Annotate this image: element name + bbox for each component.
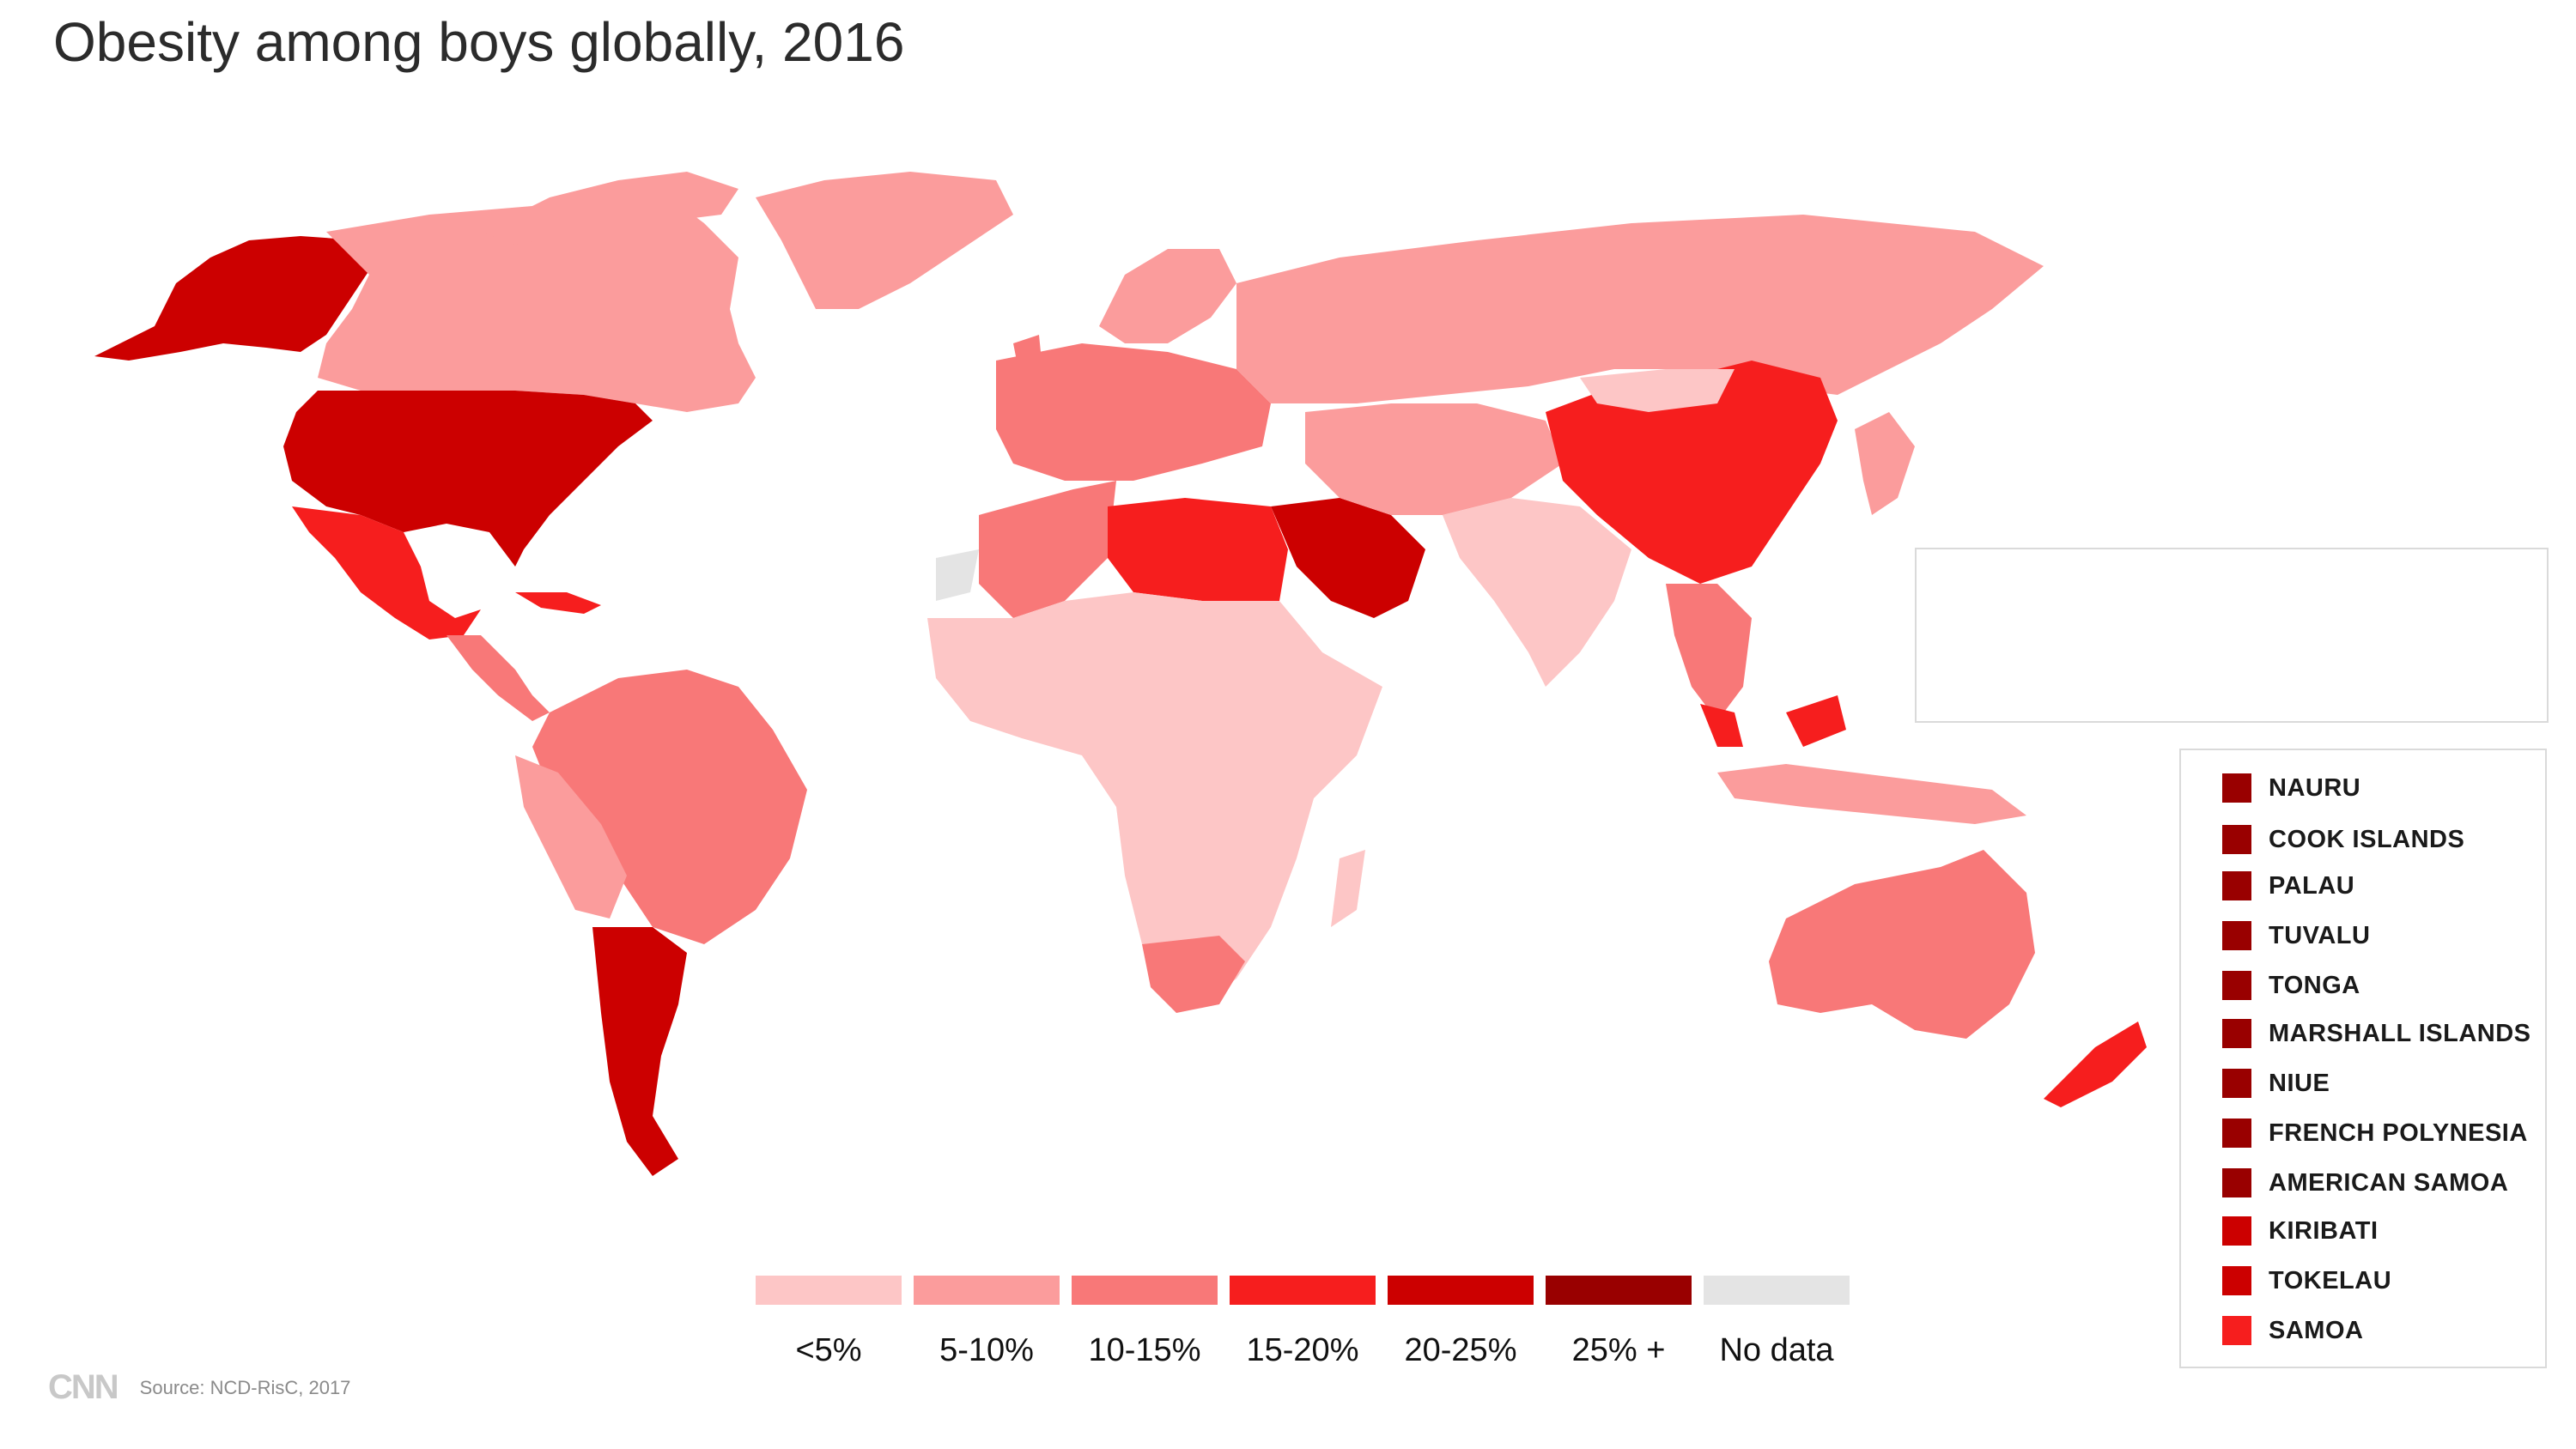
region-mexico	[292, 506, 481, 640]
color-scale-legend: <5% 5-10% 10-15% 15-20% 20-25% 25% + No …	[756, 1276, 1855, 1379]
island-item: FRENCH POLYNESIA	[2222, 1116, 2528, 1150]
legend-label: No data	[1719, 1332, 1834, 1368]
island-item: TUVALU	[2222, 919, 2370, 953]
region-south-america-north	[532, 670, 807, 944]
region-indonesia	[1717, 764, 2026, 824]
island-swatch	[2222, 773, 2251, 803]
island-item: NAURU	[2222, 771, 2360, 805]
legend-swatch	[1704, 1276, 1850, 1305]
pacific-inset-frame	[1915, 548, 2549, 723]
region-australia	[1769, 850, 2035, 1039]
region-scandinavia	[1099, 249, 1236, 343]
region-greenland	[756, 172, 1013, 309]
island-item: TOKELAU	[2222, 1264, 2391, 1298]
island-swatch	[2222, 921, 2251, 950]
legend-label: 20-25%	[1404, 1332, 1517, 1368]
region-alaska	[94, 236, 378, 361]
legend-swatch	[756, 1276, 902, 1305]
island-swatch	[2222, 971, 2251, 1000]
region-arabia	[1271, 498, 1425, 618]
region-south-asia	[1443, 498, 1631, 687]
region-andes	[515, 755, 627, 919]
island-name: AMERICAN SAMOA	[2269, 1168, 2509, 1197]
cnn-logo: CNN	[48, 1368, 119, 1406]
island-swatch	[2222, 1069, 2251, 1098]
island-name: MARSHALL ISLANDS	[2269, 1019, 2531, 1047]
island-swatch	[2222, 871, 2251, 900]
island-swatch	[2222, 1168, 2251, 1197]
region-central-america	[447, 635, 550, 721]
island-item: PALAU	[2222, 869, 2354, 903]
region-north-africa	[979, 481, 1116, 618]
legend-label: 5-10%	[939, 1332, 1034, 1368]
island-swatch	[2222, 1216, 2251, 1246]
legend-label: 10-15%	[1088, 1332, 1201, 1368]
island-name: KIRIBATI	[2269, 1216, 2379, 1245]
legend-label: <5%	[795, 1332, 862, 1368]
legend-swatch	[914, 1276, 1060, 1305]
region-sub-saharan-africa	[927, 592, 1382, 1004]
region-new-zealand	[2044, 1022, 2147, 1107]
region-mongolia	[1580, 369, 1735, 412]
region-arctic-islands	[481, 172, 738, 245]
region-libya-egypt	[1108, 498, 1288, 601]
island-swatch	[2222, 1266, 2251, 1295]
island-swatch	[2222, 1119, 2251, 1148]
island-name: NIUE	[2269, 1069, 2330, 1097]
island-item: NIUE	[2222, 1066, 2330, 1100]
region-southern-cone	[592, 927, 687, 1176]
island-name: TONGA	[2269, 971, 2360, 999]
island-legend: NAURU COOK ISLANDS PALAU TUVALU TONGA MA…	[2179, 749, 2547, 1368]
region-central-asia	[1305, 403, 1563, 515]
island-item: TONGA	[2222, 968, 2360, 1003]
source-note: Source: NCD-RisC, 2017	[139, 1376, 351, 1398]
region-russia	[1236, 215, 2044, 403]
map-title: Obesity among boys globally, 2016	[53, 11, 905, 73]
region-madagascar	[1331, 850, 1365, 927]
island-name: FRENCH POLYNESIA	[2269, 1119, 2528, 1147]
island-item: AMERICAN SAMOA	[2222, 1166, 2508, 1200]
island-name: TOKELAU	[2269, 1266, 2392, 1294]
legend-label: 15-20%	[1246, 1332, 1359, 1368]
island-item: SAMOA	[2222, 1313, 2363, 1348]
region-china	[1546, 361, 1838, 584]
island-swatch	[2222, 825, 2251, 854]
region-europe	[996, 343, 1271, 481]
legend-swatch	[1388, 1276, 1534, 1305]
region-usa	[283, 391, 653, 567]
legend-swatch	[1230, 1276, 1376, 1305]
legend-label: 25% +	[1571, 1332, 1666, 1368]
island-name: PALAU	[2269, 871, 2355, 900]
region-western-sahara	[936, 549, 979, 601]
island-name: NAURU	[2269, 773, 2361, 802]
region-japan	[1855, 412, 1915, 515]
region-uk	[1013, 335, 1043, 386]
region-malaysia	[1700, 695, 1846, 747]
island-name: COOK ISLANDS	[2269, 825, 2465, 853]
region-south-africa	[1142, 936, 1245, 1013]
region-southeast-asia	[1666, 584, 1752, 721]
region-caribbean	[515, 592, 601, 614]
island-swatch	[2222, 1019, 2251, 1048]
footer: CNN Source: NCD-RisC, 2017	[48, 1368, 350, 1407]
island-item: MARSHALL ISLANDS	[2222, 1016, 2531, 1051]
island-item: COOK ISLANDS	[2222, 822, 2464, 857]
island-item: KIRIBATI	[2222, 1214, 2379, 1248]
island-swatch	[2222, 1316, 2251, 1345]
legend-swatch	[1546, 1276, 1692, 1305]
island-name: SAMOA	[2269, 1316, 2364, 1344]
legend-swatch	[1072, 1276, 1218, 1305]
region-canada	[318, 189, 756, 412]
island-name: TUVALU	[2269, 921, 2371, 949]
